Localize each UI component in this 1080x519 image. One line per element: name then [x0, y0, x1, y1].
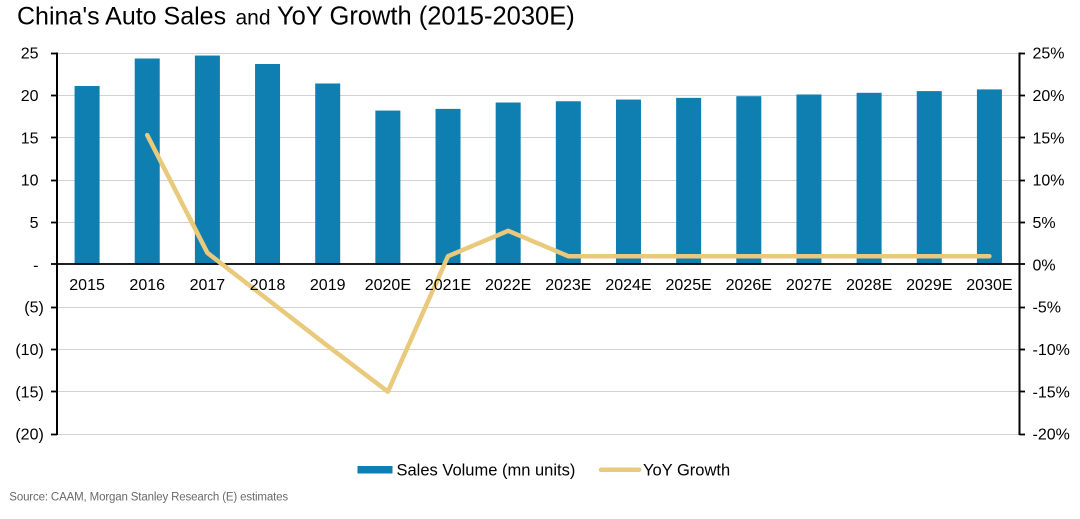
svg-text:(20): (20)	[15, 427, 43, 444]
svg-text:20: 20	[21, 88, 39, 105]
svg-text:YoY Growth: YoY Growth	[643, 462, 730, 480]
svg-text:2016: 2016	[129, 277, 165, 294]
svg-text:-5%: -5%	[1033, 300, 1061, 317]
svg-text:20%: 20%	[1033, 88, 1065, 105]
svg-text:2026E: 2026E	[726, 277, 772, 294]
svg-text:0%: 0%	[1033, 257, 1056, 274]
svg-text:2018: 2018	[250, 277, 286, 294]
svg-text:10: 10	[21, 173, 39, 190]
svg-text:15: 15	[21, 130, 39, 147]
svg-text:25%: 25%	[1033, 46, 1065, 63]
svg-text:2029E: 2029E	[906, 277, 952, 294]
svg-text:(10): (10)	[15, 342, 43, 359]
svg-text:2027E: 2027E	[786, 277, 832, 294]
svg-text:-10%: -10%	[1033, 342, 1070, 359]
svg-text:2020E: 2020E	[365, 277, 411, 294]
svg-text:5%: 5%	[1033, 215, 1056, 232]
svg-text:2019: 2019	[310, 277, 346, 294]
svg-text:-15%: -15%	[1033, 384, 1070, 401]
svg-text:10%: 10%	[1033, 173, 1065, 190]
svg-text:2021E: 2021E	[425, 277, 471, 294]
svg-text:2015: 2015	[69, 277, 105, 294]
svg-text:-20%: -20%	[1033, 427, 1070, 444]
svg-text:-: -	[33, 257, 38, 274]
svg-text:(5): (5)	[24, 300, 44, 317]
svg-text:2017: 2017	[190, 277, 226, 294]
svg-text:5: 5	[30, 215, 39, 232]
svg-text:2028E: 2028E	[846, 277, 892, 294]
svg-text:15%: 15%	[1033, 130, 1065, 147]
svg-text:2023E: 2023E	[545, 277, 591, 294]
svg-text:2030E: 2030E	[966, 277, 1012, 294]
svg-text:2022E: 2022E	[485, 277, 531, 294]
svg-text:Sales Volume (mn units): Sales Volume (mn units)	[397, 462, 576, 480]
svg-text:25: 25	[21, 46, 39, 63]
svg-text:(15): (15)	[15, 384, 43, 401]
svg-text:2025E: 2025E	[666, 277, 712, 294]
svg-text:2024E: 2024E	[605, 277, 651, 294]
svg-text:Source: CAAM, Morgan Stanley R: Source: CAAM, Morgan Stanley Research (E…	[9, 491, 288, 503]
